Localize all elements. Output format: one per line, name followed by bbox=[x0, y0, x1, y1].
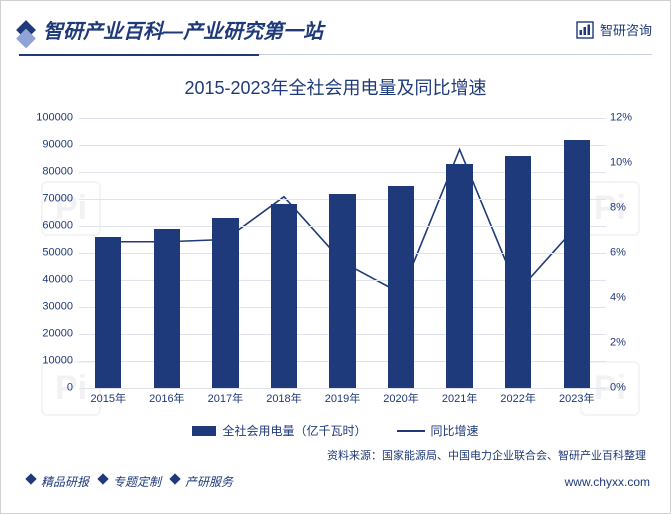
chart-area: 0 10000 20000 30000 40000 50000 60000 70000 8000… bbox=[25, 106, 646, 416]
legend-bar-label: 全社会用电量（亿千瓦时） bbox=[222, 422, 366, 439]
brand-label: 智研咨询 bbox=[600, 20, 652, 39]
legend-item-bar: 全社会用电量（亿千瓦时） bbox=[192, 422, 366, 439]
header-title: 智研产业百科—产业研究第一站 bbox=[43, 15, 323, 44]
logo-diamond-icon bbox=[16, 20, 36, 40]
y-left-tick-label: 30000 bbox=[29, 302, 73, 313]
brand-chart-icon bbox=[576, 21, 594, 39]
bar bbox=[564, 140, 590, 388]
x-tick-label: 2018年 bbox=[266, 390, 301, 406]
grid-line bbox=[79, 145, 606, 146]
x-tick-label: 2019年 bbox=[325, 390, 360, 406]
y-right-tick-label: 6% bbox=[610, 248, 642, 259]
x-tick-label: 2016年 bbox=[149, 390, 184, 406]
y-right-tick-label: 0% bbox=[610, 383, 642, 394]
header-divider bbox=[19, 54, 652, 60]
y-left-tick-label: 80000 bbox=[29, 167, 73, 178]
bar bbox=[388, 186, 414, 389]
chart-title: 2015-2023年全社会用电量及同比增速 bbox=[1, 74, 670, 100]
footer-item: 专题定制 bbox=[113, 473, 161, 490]
x-tick-label: 2017年 bbox=[208, 390, 243, 406]
footer: 精品研报 专题定制 产研服务 www.chyxx.com bbox=[1, 463, 670, 498]
y-left-tick-label: 90000 bbox=[29, 140, 73, 151]
footer-left: 精品研报 专题定制 产研服务 bbox=[21, 473, 233, 490]
bar bbox=[505, 156, 531, 388]
bar bbox=[329, 194, 355, 388]
y-left-tick-label: 40000 bbox=[29, 275, 73, 286]
chart-card: Pi Pi Pi Pi 智研产业百科—产业研究第一站 智研咨询 2015-202… bbox=[0, 0, 671, 514]
footer-item: 精品研报 bbox=[41, 473, 89, 490]
y-right-tick-label: 8% bbox=[610, 203, 642, 214]
grid-line bbox=[79, 118, 606, 119]
y-left-tick-label: 50000 bbox=[29, 248, 73, 259]
legend-bar-swatch bbox=[192, 426, 216, 436]
header-brand: 智研咨询 bbox=[576, 20, 652, 39]
footer-item: 产研服务 bbox=[185, 473, 233, 490]
footer-url: www.chyxx.com bbox=[565, 475, 650, 489]
y-left-tick-label: 100000 bbox=[29, 113, 73, 124]
y-left-tick-label: 20000 bbox=[29, 329, 73, 340]
source-text: 资料来源：国家能源局、中国电力企业联合会、智研产业百科整理 bbox=[1, 439, 670, 463]
diamond-separator-icon bbox=[97, 473, 108, 484]
bar bbox=[154, 229, 180, 388]
y-right-tick-label: 4% bbox=[610, 293, 642, 304]
legend-item-line: 同比增速 bbox=[397, 422, 479, 439]
plot-region: 0100002000030000400005000060000700008000… bbox=[79, 118, 606, 388]
y-left-tick-label: 60000 bbox=[29, 221, 73, 232]
y-left-tick-label: 10000 bbox=[29, 356, 73, 367]
y-right-tick-label: 2% bbox=[610, 338, 642, 349]
legend-line-label: 同比增速 bbox=[431, 422, 479, 439]
legend-line-swatch bbox=[397, 430, 425, 432]
y-right-tick-label: 12% bbox=[610, 113, 642, 124]
x-tick-label: 2022年 bbox=[500, 390, 535, 406]
bar bbox=[95, 237, 121, 388]
legend: 全社会用电量（亿千瓦时） 同比增速 bbox=[1, 422, 670, 439]
x-tick-label: 2020年 bbox=[383, 390, 418, 406]
grid-line bbox=[79, 388, 606, 389]
x-tick-label: 2021年 bbox=[442, 390, 477, 406]
bar bbox=[271, 204, 297, 388]
x-tick-label: 2015年 bbox=[91, 390, 126, 406]
y-left-tick-label: 70000 bbox=[29, 194, 73, 205]
diamond-separator-icon bbox=[169, 473, 180, 484]
bar bbox=[446, 164, 472, 388]
y-right-tick-label: 10% bbox=[610, 158, 642, 169]
header-left: 智研产业百科—产业研究第一站 bbox=[19, 15, 323, 44]
y-left-tick-label: 0 bbox=[29, 383, 73, 394]
header: 智研产业百科—产业研究第一站 智研咨询 bbox=[1, 1, 670, 54]
diamond-separator-icon bbox=[25, 473, 36, 484]
x-tick-label: 2023年 bbox=[559, 390, 594, 406]
bar bbox=[212, 218, 238, 388]
